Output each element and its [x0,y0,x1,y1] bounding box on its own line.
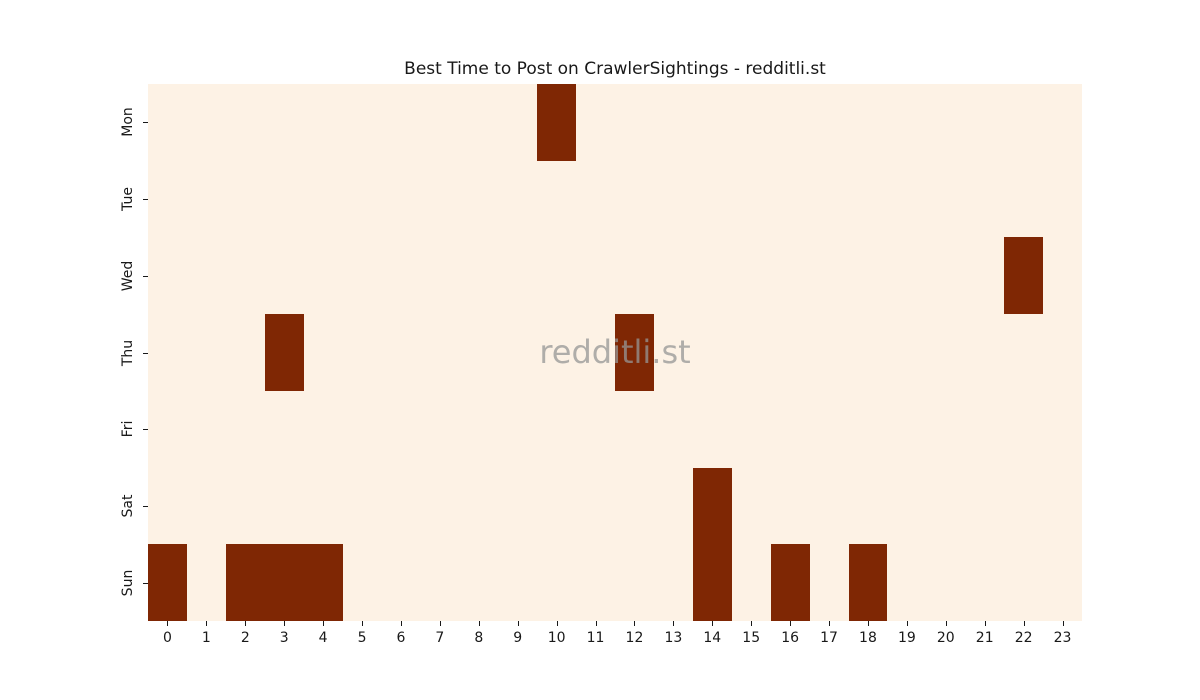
x-tick-mark [634,621,636,626]
x-tick-mark [1062,621,1064,626]
x-tick-mark [362,621,364,626]
y-tick-mark [143,122,148,124]
x-tick-mark [323,621,325,626]
x-tick-mark [556,621,558,626]
x-tick-label: 9 [513,630,523,646]
heatmap-cell [692,467,732,545]
y-tick-mark [143,352,148,354]
chart-title: Best Time to Post on CrawlerSightings - … [404,59,826,79]
x-tick-label: 22 [1014,630,1033,646]
heatmap-cell [1004,237,1044,315]
y-tick-label: Wed [120,260,136,292]
x-tick-mark [829,621,831,626]
heatmap-cell [264,314,304,391]
y-tick-label: Sun [120,569,136,596]
heatmap-cell [848,544,888,621]
x-tick-mark [673,621,675,626]
heatmap-cell [264,544,304,621]
x-tick-mark [906,621,908,626]
x-tick-label: 12 [625,630,644,646]
x-tick-label: 17 [820,630,838,646]
x-tick-label: 21 [975,630,994,646]
heatmap-plot [148,84,1082,621]
x-tick-label: 6 [396,630,406,646]
x-tick-mark [945,621,947,626]
x-tick-mark [400,621,402,626]
heatmap-cell [615,314,654,391]
x-tick-label: 5 [357,630,367,646]
x-tick-mark [206,621,208,626]
x-tick-label: 16 [781,630,800,646]
x-tick-mark [751,621,753,626]
x-tick-mark [439,621,441,626]
heatmap-cell [770,544,810,621]
x-tick-label: 15 [742,630,761,646]
y-tick-label: Fri [120,420,136,438]
y-tick-label: Tue [120,187,136,212]
heatmap-cell [148,544,187,621]
x-tick-mark [167,621,169,626]
y-tick-mark [143,199,148,201]
x-tick-mark [984,621,986,626]
x-tick-mark [712,621,714,626]
x-tick-mark [245,621,247,626]
y-tick-label: Mon [120,107,136,138]
y-tick-mark [143,505,148,507]
heatmap-cell [303,544,343,621]
x-tick-label: 10 [547,630,566,646]
heatmap-cell [225,544,265,621]
x-tick-mark [478,621,480,626]
y-tick-mark [143,582,148,584]
y-tick-label: Thu [120,339,136,366]
heatmap-cell [692,544,732,621]
x-tick-label: 18 [859,630,877,646]
x-tick-label: 8 [474,630,484,646]
x-tick-label: 11 [586,630,605,646]
x-tick-label: 23 [1053,630,1072,646]
x-tick-label: 19 [897,630,916,646]
x-tick-mark [284,621,286,626]
x-tick-label: 2 [240,630,250,646]
x-tick-mark [1023,621,1025,626]
x-tick-label: 4 [318,630,328,646]
x-tick-mark [595,621,597,626]
y-tick-mark [143,429,148,431]
x-tick-label: 0 [162,630,172,646]
x-tick-label: 20 [936,630,955,646]
x-tick-label: 13 [664,630,683,646]
y-tick-label: Sat [120,494,136,518]
heatmap-cell [537,84,577,161]
watermark-text: redditli.st [539,333,691,371]
y-tick-mark [143,275,148,277]
x-tick-mark [517,621,519,626]
x-tick-label: 7 [435,630,445,646]
x-tick-mark [790,621,792,626]
x-tick-label: 14 [703,630,722,646]
x-tick-label: 3 [279,630,289,646]
x-tick-label: 1 [201,630,211,646]
x-tick-mark [867,621,869,626]
